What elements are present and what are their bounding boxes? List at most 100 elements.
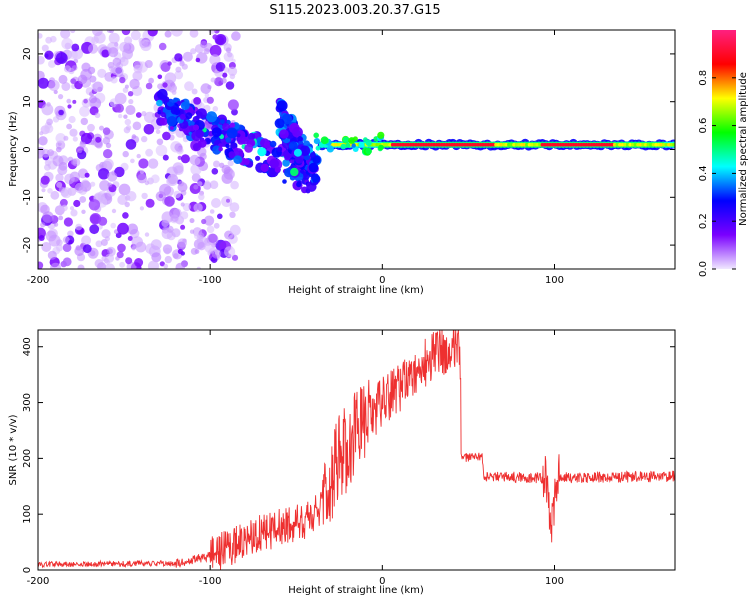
- band-mark: [282, 159, 290, 167]
- noise-mark: [62, 236, 70, 244]
- noise-mark: [208, 233, 218, 243]
- noise-mark: [71, 43, 80, 52]
- noise-mark: [138, 158, 149, 169]
- noise-mark: [48, 60, 56, 68]
- noise-mark: [68, 50, 78, 60]
- carrier-core: [427, 142, 431, 147]
- carrier-core: [486, 142, 491, 147]
- band-mark: [198, 139, 207, 148]
- noise-mark: [172, 162, 184, 174]
- svg-text:0.6: 0.6: [698, 118, 709, 134]
- noise-mark: [40, 175, 50, 185]
- carrier-mark: [351, 143, 356, 148]
- noise-mark: [70, 209, 78, 217]
- noise-mark: [204, 242, 215, 253]
- noise-mark: [102, 127, 111, 135]
- noise-mark: [38, 235, 45, 241]
- carrier-core: [470, 142, 475, 147]
- noise-mark: [144, 60, 153, 68]
- svg-text:100: 100: [545, 576, 564, 587]
- noise-mark: [119, 57, 129, 67]
- noise-mark: [162, 154, 169, 161]
- noise-mark: [52, 155, 64, 167]
- carrier-core: [372, 142, 377, 147]
- carrier-mark: [340, 143, 347, 150]
- carrier-core: [620, 142, 625, 147]
- band-mark: [308, 162, 319, 173]
- band-mark: [276, 100, 288, 112]
- noise-mark: [54, 222, 59, 227]
- noise-mark: [155, 191, 166, 202]
- noise-mark: [92, 81, 104, 93]
- carrier-core: [605, 142, 609, 147]
- noise-mark: [60, 198, 68, 207]
- noise-mark: [66, 123, 72, 130]
- noise-mark: [135, 112, 142, 118]
- snr-ticks: -200 -100 0 100 0 100 200 300 400: [22, 330, 675, 587]
- carrier-core: [496, 142, 501, 147]
- carrier-core: [638, 142, 643, 147]
- carrier-core: [507, 142, 511, 147]
- carrier-core: [623, 142, 627, 147]
- band-mark: [263, 141, 272, 149]
- noise-mark: [177, 155, 182, 160]
- noise-mark: [55, 52, 68, 64]
- carrier-core: [396, 142, 400, 147]
- band-mark: [295, 155, 304, 164]
- carrier-core: [527, 142, 532, 147]
- noise-mark: [79, 196, 87, 203]
- band-mark: [225, 143, 230, 149]
- noise-mark: [71, 65, 78, 71]
- noise-mark: [63, 135, 69, 141]
- carrier-core: [455, 142, 460, 147]
- carrier-core: [414, 142, 418, 147]
- noise-mark: [175, 262, 185, 269]
- noise-mark: [81, 235, 92, 246]
- noise-mark: [173, 190, 181, 199]
- noise-mark: [180, 202, 185, 207]
- heatmap-layer: [38, 30, 675, 269]
- spectrogram-y-axis-label: Frequency (Hz): [8, 111, 19, 187]
- carrier-core: [447, 142, 452, 147]
- noise-mark: [58, 94, 64, 100]
- noise-mark: [81, 209, 86, 214]
- noise-mark: [60, 30, 71, 39]
- noise-mark: [80, 117, 89, 126]
- carrier-core: [574, 142, 578, 147]
- carrier-core: [398, 142, 403, 147]
- noise-mark: [162, 226, 169, 234]
- noise-mark: [116, 251, 124, 259]
- carrier-mark: [365, 147, 373, 155]
- carrier-core: [600, 142, 604, 147]
- noise-mark: [145, 82, 153, 90]
- band-mark: [173, 97, 178, 103]
- band-mark: [170, 106, 179, 115]
- svg-text:10: 10: [22, 95, 33, 108]
- band-mark: [220, 119, 225, 124]
- band-mark: [185, 112, 193, 120]
- noise-mark: [117, 194, 128, 205]
- noise-mark: [56, 181, 63, 188]
- carrier-core: [416, 142, 421, 147]
- carrier-core: [548, 142, 552, 147]
- carrier-core: [582, 142, 586, 147]
- carrier-core: [421, 142, 426, 147]
- noise-mark: [196, 234, 204, 242]
- carrier-core: [375, 142, 380, 147]
- noise-mark: [122, 212, 129, 219]
- noise-mark: [215, 34, 227, 46]
- svg-text:0.2: 0.2: [698, 213, 709, 229]
- colorbar-gradient: [712, 30, 736, 269]
- noise-mark: [50, 262, 62, 269]
- noise-mark: [231, 31, 241, 41]
- noise-mark: [223, 51, 234, 62]
- spectrogram-x-axis-label: Height of straight line (km): [288, 285, 424, 296]
- noise-mark: [145, 148, 154, 157]
- carrier-core: [545, 142, 550, 147]
- noise-mark: [99, 180, 110, 191]
- carrier-mark: [348, 137, 356, 144]
- noise-mark: [117, 243, 126, 253]
- noise-mark: [84, 172, 90, 178]
- noise-mark: [200, 83, 212, 94]
